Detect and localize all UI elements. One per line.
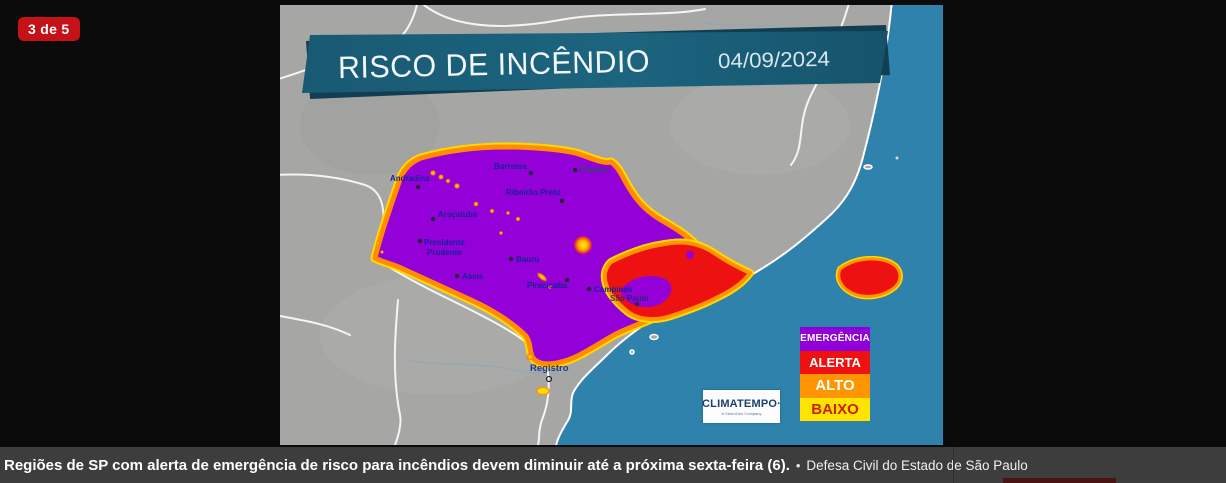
svg-text:Presidente: Presidente xyxy=(424,238,465,247)
svg-text:Bauru: Bauru xyxy=(516,255,539,264)
city-presidente-prudente: Presidente Prudente xyxy=(417,238,465,257)
risk-patch-emergencia-metro xyxy=(620,275,672,308)
banner-date: 04/09/2024 xyxy=(718,48,831,73)
city-registro: Registro xyxy=(530,363,569,383)
caption-divider xyxy=(953,447,954,483)
legend-emergencia: EMERGÊNCIA xyxy=(800,327,870,351)
risk-legend: EMERGÊNCIA ALERTA ALTO BAIXO xyxy=(800,327,870,421)
city-barretos: Barretos xyxy=(494,162,534,176)
city-campinas: Campinas xyxy=(586,285,633,294)
city-andradina: Andradina xyxy=(390,174,430,190)
svg-text:Assis: Assis xyxy=(462,272,484,281)
climatempo-logo-subtitle: A StormGeo Company xyxy=(721,410,762,416)
city-aracatuba: Araçatuba xyxy=(430,210,478,222)
city-labels: Andradina Barretos Franca Ribeirão Preto… xyxy=(390,162,649,383)
city-sao-paulo: São Paulo xyxy=(610,294,649,307)
city-franca: Franca xyxy=(572,165,607,174)
banner-title: RISCO DE INCÊNDIO xyxy=(338,44,651,86)
svg-text:Ribeirão Preto: Ribeirão Preto xyxy=(506,188,561,197)
svg-text:Piracicaba: Piracicaba xyxy=(527,281,568,290)
legend-baixo: BAIXO xyxy=(800,397,870,421)
caption-bar: Regiões de SP com alerta de emergência d… xyxy=(0,447,1226,483)
legend-alto: ALTO xyxy=(800,374,870,398)
svg-text:Araçatuba: Araçatuba xyxy=(438,210,478,219)
svg-text:Registro: Registro xyxy=(530,363,569,374)
risk-zone-offshore-alerta xyxy=(835,255,903,300)
gallery-image-fire-risk-map[interactable]: Andradina Barretos Franca Ribeirão Preto… xyxy=(280,5,943,445)
risk-zone-alerta xyxy=(600,238,754,324)
caption-credit: Defesa Civil do Estado de São Paulo xyxy=(806,457,1028,473)
title-banner: RISCO DE INCÊNDIO 04/09/2024 xyxy=(302,25,890,99)
svg-text:Andradina: Andradina xyxy=(390,174,430,183)
caption-separator: • xyxy=(795,457,801,473)
svg-text:São Paulo: São Paulo xyxy=(610,294,649,303)
city-assis: Assis xyxy=(454,272,484,281)
city-ribeirao-preto: Ribeirão Preto xyxy=(506,188,565,204)
caption-text: Regiões de SP com alerta de emergência d… xyxy=(4,456,790,474)
svg-text:Prudente: Prudente xyxy=(427,248,462,257)
gallery-pager-badge: 3 de 5 xyxy=(18,17,80,41)
svg-text:Campinas: Campinas xyxy=(594,285,633,294)
climatempo-logo-text: CLIMATEMPO· xyxy=(702,397,781,410)
legend-alerta: ALERTA xyxy=(800,350,870,374)
fire-hotspots xyxy=(376,169,593,396)
svg-text:Barretos: Barretos xyxy=(494,162,527,171)
progress-stub xyxy=(1003,478,1116,483)
city-bauru: Bauru xyxy=(508,255,539,264)
climatempo-logo: CLIMATEMPO· A StormGeo Company xyxy=(702,390,781,423)
city-piracicaba: Piracicaba xyxy=(527,277,570,290)
svg-text:Franca: Franca xyxy=(580,165,607,174)
